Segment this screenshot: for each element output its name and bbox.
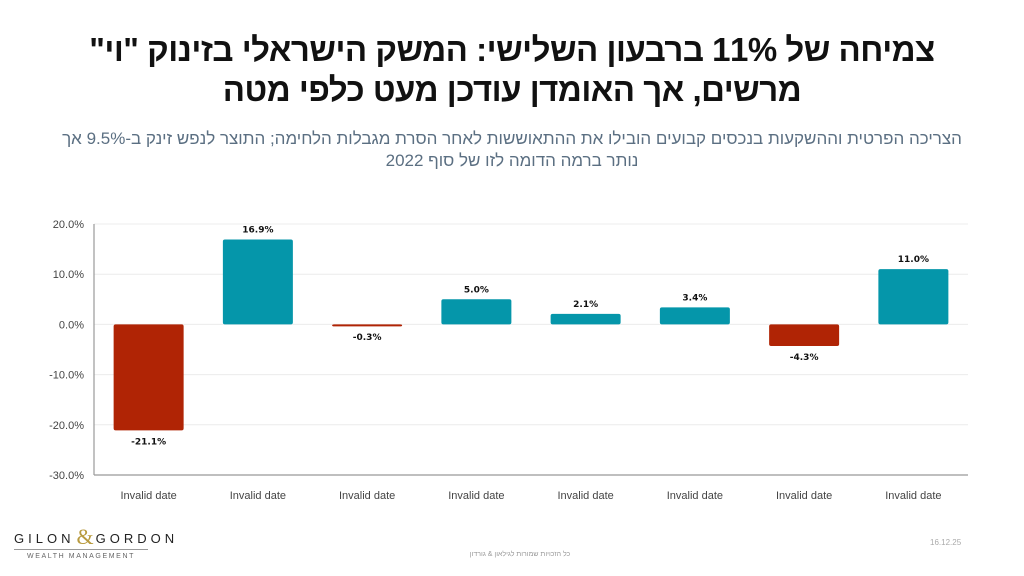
data-label: -0.3%: [353, 333, 382, 343]
copyright-notice: כל הזכויות שמורות לגילאון & גורדון: [469, 551, 571, 558]
y-tick-label: -10.0%: [49, 370, 84, 382]
x-tick-label: Invalid date: [776, 490, 832, 502]
title-line-1: צמיחה של 11% ברבעון השלישי: המשק הישראלי…: [89, 31, 935, 68]
axes: [93, 224, 968, 476]
logo-right-text: GORDON: [95, 531, 179, 546]
data-label: 3.4%: [682, 293, 707, 303]
slide-date: 16.12.25: [930, 538, 962, 547]
x-tick-label: Invalid date: [448, 490, 504, 502]
subtitle-line-1: הצריכה הפרטית וההשקעות בנכסים קבועים הוב…: [62, 129, 962, 148]
x-tick-label: Invalid date: [120, 490, 176, 502]
subtitle-line-2: נותר ברמה הדומה לזו של סוף 2022: [385, 151, 639, 170]
data-label: -4.3%: [790, 353, 819, 363]
bar: [441, 299, 512, 325]
data-label: 5.0%: [464, 285, 489, 295]
y-tick-label: 20.0%: [53, 219, 84, 231]
page-subtitle: הצריכה הפרטית וההשקעות בנכסים קבועים הוב…: [30, 128, 994, 172]
y-tick-label: -30.0%: [49, 470, 84, 482]
bar: [113, 324, 184, 431]
y-tick-label: -20.0%: [49, 420, 84, 432]
logo-wordmark: GILON & GORDON: [14, 524, 174, 549]
logo-ampersand: &: [76, 524, 94, 549]
x-tick-label: Invalid date: [230, 490, 286, 502]
y-tick-label: 10.0%: [53, 269, 84, 281]
x-tick-label: Invalid date: [339, 490, 395, 502]
bar: [222, 239, 293, 325]
logo-subtitle: WEALTH MANAGEMENT: [27, 553, 135, 560]
bar: [550, 313, 621, 325]
data-label: 2.1%: [573, 300, 598, 310]
x-tick-label: Invalid date: [885, 490, 941, 502]
logo-left-text: GILON: [14, 531, 75, 546]
data-label: -21.1%: [131, 437, 166, 447]
data-label: 16.9%: [242, 226, 273, 236]
bar: [878, 269, 949, 325]
labels: 20.0% 10.0% 0.0% -10.0% -20.0% -30.0% -21.1% In…: [49, 219, 941, 502]
bars: [113, 239, 949, 431]
page-title: צמיחה של 11% ברבעון השלישי: המשק הישראלי…: [20, 30, 1004, 110]
x-tick-label: Invalid date: [557, 490, 613, 502]
bar: [659, 307, 730, 325]
y-tick-label: 0.0%: [59, 319, 84, 331]
x-tick-label: Invalid date: [667, 490, 723, 502]
data-label: 11.0%: [898, 255, 929, 265]
bar: [332, 324, 403, 327]
bar: [769, 324, 840, 346]
logo-divider: [14, 549, 148, 550]
bar-chart: 20.0% 10.0% 0.0% -10.0% -20.0% -30.0% -21.1% In…: [49, 219, 968, 502]
title-line-2: מרשים, אך האומדן עודכן מעט כלפי מטה: [222, 71, 802, 108]
company-logo: GILON & GORDON WEALTH MANAGEMENT: [14, 524, 174, 560]
